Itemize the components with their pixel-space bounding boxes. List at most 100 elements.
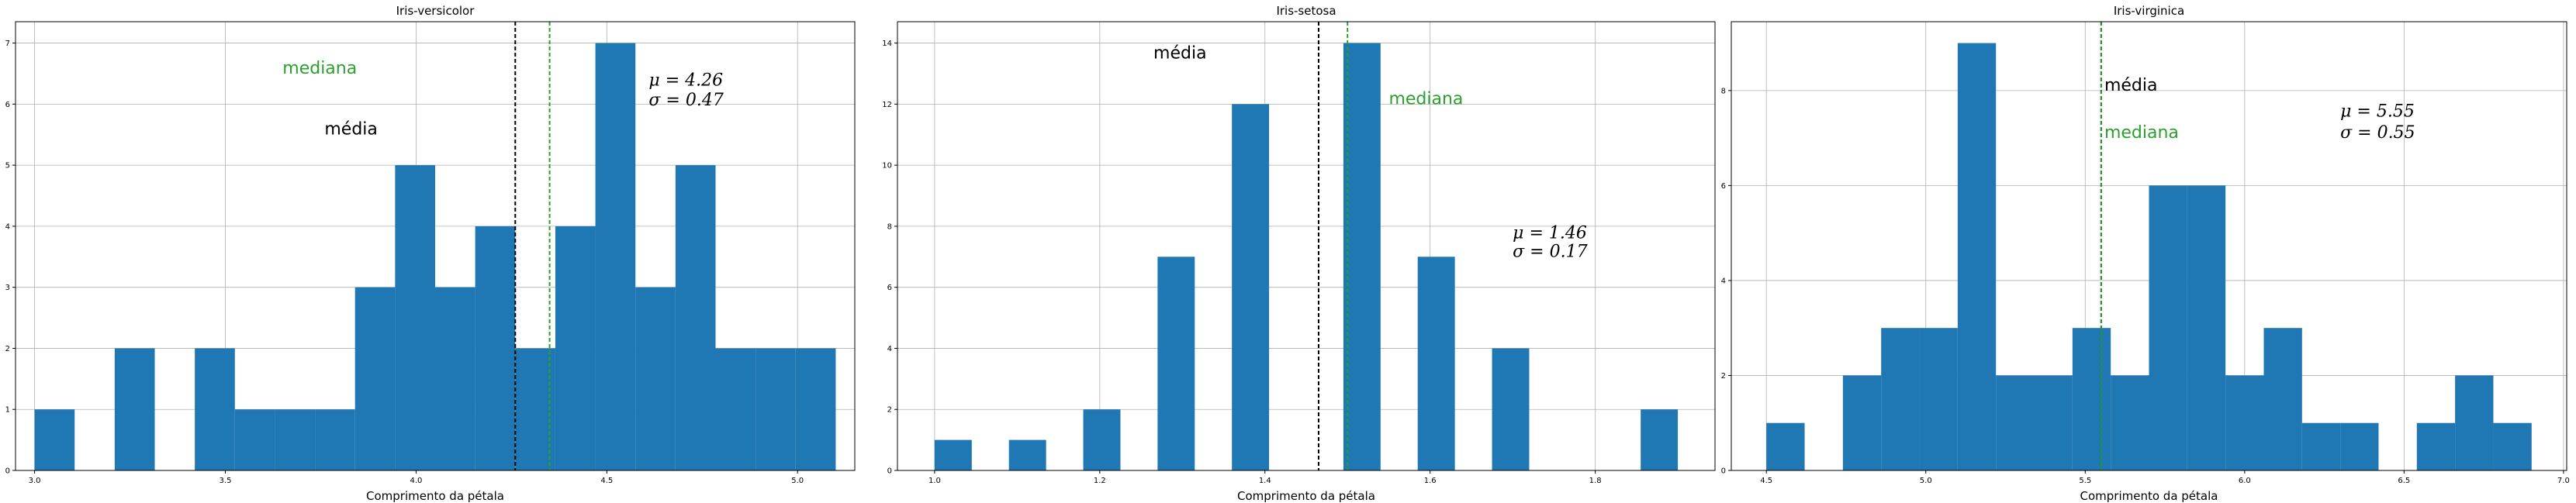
y-tick-label: 6	[887, 284, 892, 292]
histogram-bar	[756, 348, 796, 470]
y-tick-label: 8	[887, 222, 892, 231]
y-tick-label: 8	[1721, 87, 1726, 95]
histogram-bar	[2034, 375, 2073, 470]
histogram-bar	[354, 287, 396, 470]
histogram-panel: 4.5 5.0 5.5 6.0 6.5 7.0 0 2 4 6 8 Iris-virginica Com…	[1721, 4, 2570, 503]
histogram-bar	[715, 348, 756, 470]
x-tick-label: 3.5	[220, 477, 232, 485]
x-tick-label: 4.0	[410, 477, 422, 485]
histogram-bar	[675, 165, 716, 471]
histogram-bar	[2187, 185, 2226, 470]
y-tick-label: 10	[882, 162, 892, 171]
x-tick-label: 3.0	[29, 477, 41, 485]
x-tick-label: 6.5	[2398, 477, 2410, 485]
histogram-bar	[2493, 422, 2532, 470]
y-tick-label: 0	[887, 467, 892, 476]
y-tick-label: 3	[5, 284, 10, 292]
x-tick-label: 1.6	[1424, 477, 1437, 485]
histogram-bar	[34, 409, 75, 470]
y-tick-label: 7	[5, 40, 10, 48]
y-tick-label: 6	[1721, 182, 1726, 191]
mu-stat: μ = 1.46	[1513, 224, 1587, 243]
x-tick-label: 1.8	[1589, 477, 1602, 485]
histogram-bar	[395, 165, 435, 471]
sigma-stat: σ = 0.17	[1513, 242, 1587, 261]
histogram-bar	[1232, 104, 1270, 471]
histogram-bar	[2225, 375, 2264, 470]
histogram-bar	[1766, 422, 1805, 470]
histogram-bar	[315, 409, 355, 470]
panel-title: Iris-virginica	[2114, 4, 2184, 18]
histogram-bar	[435, 287, 475, 470]
panel-title: Iris-setosa	[1276, 4, 1336, 18]
histogram-bar	[1641, 409, 1679, 470]
mu-stat: μ = 4.26	[648, 71, 723, 91]
histogram-bar	[795, 348, 836, 470]
histogram-panel: 3.0 3.5 4.0 4.5 5.0 0 1 2 3 4 5 6 7 Iris-versicolor Co…	[5, 4, 856, 503]
y-tick-label: 4	[1721, 277, 1726, 285]
histogram-bar	[555, 226, 596, 470]
histogram-bar	[635, 287, 676, 470]
histogram-bar	[1842, 375, 1882, 470]
histogram-bar	[114, 348, 155, 470]
histogram-bar	[1957, 43, 1997, 471]
y-tick-label: 2	[887, 406, 892, 415]
histogram-bar	[595, 43, 636, 471]
histogram-bar	[275, 409, 316, 470]
x-tick-label: 5.0	[791, 477, 804, 485]
histogram-bar	[2455, 375, 2494, 470]
histogram-bar	[1083, 409, 1121, 470]
histogram-bar	[1417, 257, 1455, 470]
histogram-bar	[234, 409, 275, 470]
x-tick-label: 1.0	[928, 477, 941, 485]
y-tick-label: 12	[882, 101, 892, 109]
axes-frame	[897, 21, 1716, 471]
histogram-bar	[2072, 328, 2111, 470]
y-tick-label: 0	[5, 467, 10, 476]
mean-label: média	[1153, 43, 1207, 63]
x-tick-label: 7.0	[2557, 477, 2570, 485]
histogram-bar	[1919, 328, 1958, 470]
sigma-stat: σ = 0.55	[2340, 123, 2415, 143]
histogram-bar	[1881, 328, 1920, 470]
histogram-bar	[475, 226, 516, 470]
mu-stat: μ = 5.55	[2340, 102, 2415, 122]
y-tick-label: 2	[1721, 372, 1726, 381]
x-axis-label: Comprimento da pétala	[1237, 489, 1375, 503]
histogram-bar	[1157, 257, 1195, 470]
axes-frame	[1731, 21, 2567, 471]
y-tick-label: 14	[882, 40, 892, 48]
sigma-stat: σ = 0.47	[648, 91, 723, 110]
histogram-bar	[2416, 422, 2456, 470]
x-tick-label: 5.5	[2079, 477, 2091, 485]
y-tick-label: 6	[5, 101, 10, 109]
histogram-panel: 1.0 1.2 1.4 1.6 1.8 0 2 4 6 8 10 12 14 Iris-setosa Com…	[882, 4, 1716, 503]
y-tick-label: 5	[5, 162, 10, 171]
y-tick-label: 4	[887, 345, 892, 353]
median-label: mediana	[2104, 123, 2179, 143]
panel-title: Iris-versicolor	[396, 4, 475, 18]
histogram-bar	[2340, 422, 2379, 470]
histogram-bar	[2301, 422, 2341, 470]
x-tick-label: 4.5	[600, 477, 613, 485]
x-tick-label: 5.0	[1920, 477, 1932, 485]
x-axis-label: Comprimento da pétala	[2080, 489, 2218, 503]
histogram-bar	[1343, 43, 1381, 471]
x-tick-label: 1.4	[1259, 477, 1271, 485]
y-tick-label: 4	[5, 222, 10, 231]
histogram-bar	[515, 348, 555, 470]
histogram-bar	[2149, 185, 2187, 470]
median-label: mediana	[282, 59, 357, 78]
axes-frame	[15, 21, 856, 471]
histogram-bar	[1996, 375, 2035, 470]
x-tick-label: 6.0	[2239, 477, 2251, 485]
y-tick-label: 0	[1721, 467, 1726, 476]
histogram-bar	[1492, 348, 1530, 470]
mean-label: média	[324, 120, 378, 140]
histogram-bar	[1008, 439, 1046, 470]
histogram-bar	[2263, 328, 2302, 470]
y-tick-label: 1	[5, 406, 10, 415]
histogram-bar	[2111, 375, 2149, 470]
y-tick-label: 2	[5, 345, 10, 353]
